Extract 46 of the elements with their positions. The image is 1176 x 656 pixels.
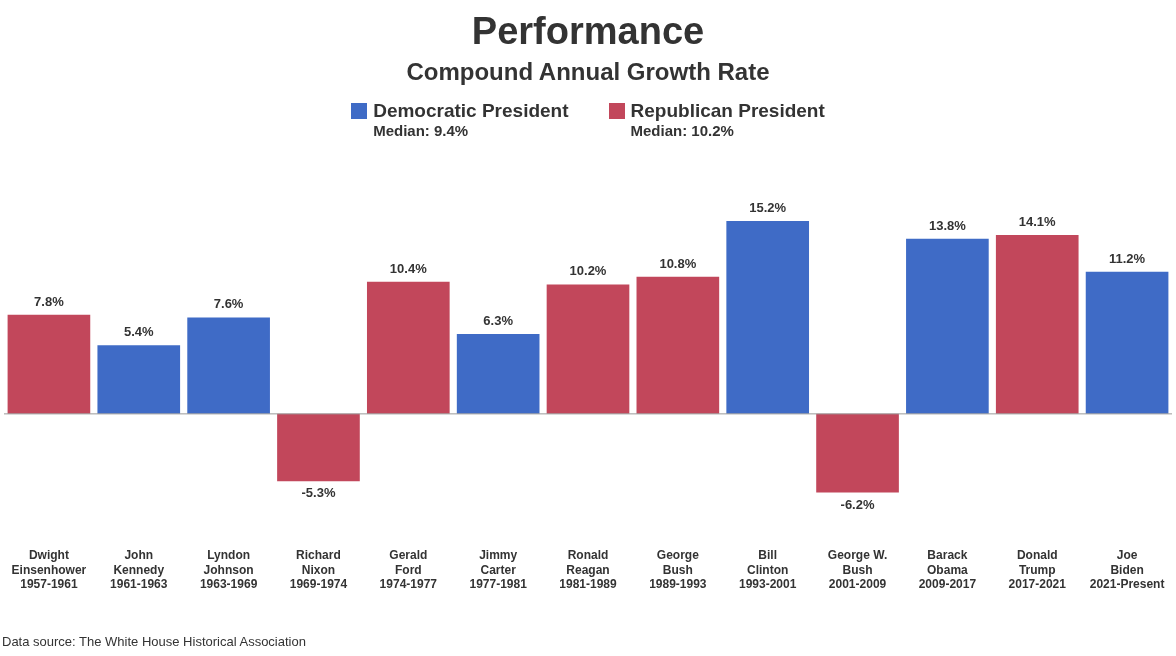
data-label: -5.3% xyxy=(301,485,336,501)
data-label: -6.2% xyxy=(840,496,875,512)
data-label: 7.6% xyxy=(213,296,244,312)
x-tick-label: Donald Trump 2017-2021 xyxy=(1008,548,1067,592)
x-tick-label: Ronald Reagan 1981-1989 xyxy=(559,548,618,592)
bar xyxy=(1085,271,1169,414)
legend-label: Republican President xyxy=(630,100,825,122)
bar xyxy=(636,276,720,414)
x-tick-label: George Bush 1989-1993 xyxy=(649,548,707,592)
bar xyxy=(995,234,1079,414)
bar xyxy=(366,281,450,414)
data-label: 5.4% xyxy=(123,324,155,340)
x-tick-label: Barack Obama 2009-2017 xyxy=(918,548,977,592)
x-tick-label: Richard Nixon 1969-1974 xyxy=(289,548,348,592)
x-tick-label: Bill Clinton 1993-2001 xyxy=(739,548,797,592)
bar xyxy=(546,284,630,414)
data-label: 10.8% xyxy=(659,255,697,271)
bar xyxy=(97,345,181,414)
bar xyxy=(906,238,989,414)
x-tick-label: George W. Bush 2001-2009 xyxy=(827,548,888,592)
chart-subtitle: Compound Annual Growth Rate xyxy=(405,58,771,86)
data-label: 13.8% xyxy=(928,217,967,233)
bar xyxy=(7,314,91,414)
data-label: 10.4% xyxy=(389,260,428,276)
x-tick-label: Dwight Einsenhower 1957-1961 xyxy=(11,548,87,592)
x-tick-label: Gerald Ford 1974-1977 xyxy=(379,548,438,592)
data-label: 6.3% xyxy=(483,312,514,328)
data-label: 14.1% xyxy=(1018,213,1057,229)
x-tick-label: Jimmy Carter 1977-1981 xyxy=(469,548,528,592)
bar xyxy=(187,317,270,414)
data-label: 7.8% xyxy=(34,293,65,309)
x-tick-label: John Kennedy 1961-1963 xyxy=(110,548,168,592)
chart-title: Performance xyxy=(470,10,706,53)
data-label: 11.2% xyxy=(1109,250,1146,266)
legend-label: Democratic President xyxy=(373,100,569,122)
text: Median: 9.4% xyxy=(373,122,470,139)
data-label: 15.2% xyxy=(749,200,787,216)
x-tick-label: Joe Biden 2021-Present xyxy=(1089,548,1165,592)
bar xyxy=(277,413,360,482)
x-tick-label: Lyndon Johnson 1963-1969 xyxy=(199,548,258,592)
source-note: Data source: The White House Historical Association xyxy=(2,634,306,649)
bar xyxy=(816,413,899,493)
bar xyxy=(456,333,540,414)
text: Median: 10.2% xyxy=(630,122,735,139)
bar xyxy=(726,220,810,414)
data-label: 10.2% xyxy=(569,263,607,279)
